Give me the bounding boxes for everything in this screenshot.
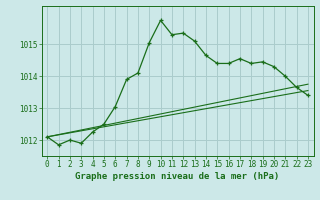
X-axis label: Graphe pression niveau de la mer (hPa): Graphe pression niveau de la mer (hPa) xyxy=(76,172,280,181)
